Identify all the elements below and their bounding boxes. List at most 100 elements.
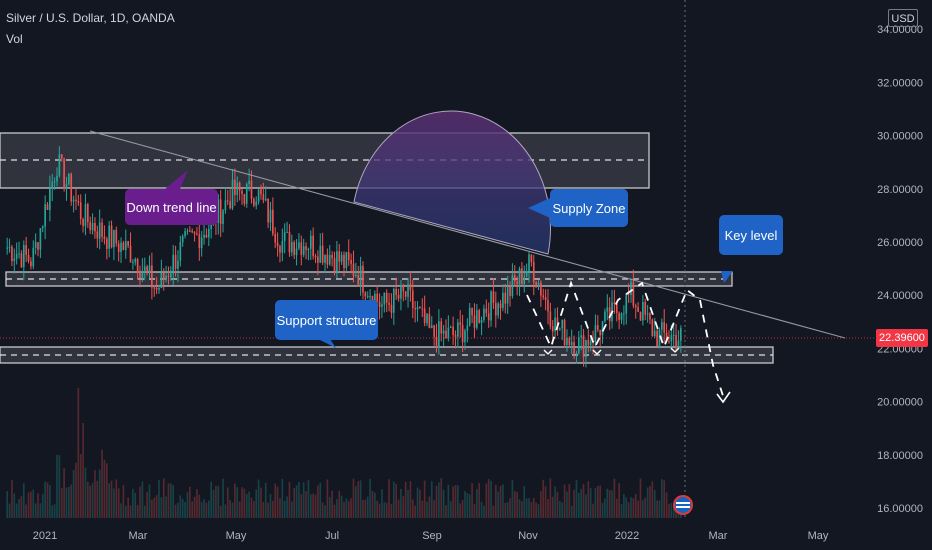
- candle-body: [390, 304, 393, 313]
- candle-body: [96, 231, 99, 239]
- time-tick-label: 2021: [33, 530, 57, 542]
- projected-arrowhead: [716, 391, 731, 404]
- time-tick-label: Jul: [325, 530, 339, 542]
- volume-bar: [559, 500, 561, 518]
- candle-body: [229, 201, 231, 209]
- volume-bar: [77, 388, 80, 518]
- volume-bar: [502, 484, 504, 518]
- volume-bar: [279, 498, 281, 518]
- volume-bar: [245, 493, 248, 518]
- candle-body: [435, 336, 438, 348]
- candle-body: [44, 204, 46, 227]
- candle-body: [98, 222, 101, 239]
- candle-body: [181, 236, 184, 243]
- volume-bar: [165, 496, 167, 518]
- candle-body: [523, 276, 526, 285]
- volume-bar: [243, 488, 246, 518]
- candle-body: [549, 311, 552, 327]
- candle-body: [222, 210, 224, 224]
- candle-body: [248, 180, 250, 184]
- candle-body: [426, 313, 428, 324]
- candle-body: [200, 237, 203, 249]
- volume-bar: [395, 483, 398, 518]
- volume-bar: [658, 500, 661, 518]
- candle-body: [343, 254, 345, 269]
- currency-button[interactable]: USD: [888, 9, 918, 27]
- supply-zone-callout[interactable]: Supply Zone: [550, 189, 628, 227]
- volume-bar: [466, 492, 469, 518]
- volume-bar: [374, 492, 376, 518]
- volume-bar: [369, 478, 371, 518]
- volume-bar: [442, 489, 445, 518]
- candle-body: [542, 295, 545, 298]
- candle-body: [537, 282, 540, 286]
- volume-bar: [540, 491, 542, 518]
- volume-bar: [65, 487, 68, 518]
- candle-body: [193, 232, 196, 234]
- volume-bar: [611, 490, 613, 518]
- candle-body: [18, 253, 20, 255]
- candle-body: [407, 284, 409, 297]
- candle-body: [286, 231, 288, 233]
- candle-body: [345, 252, 348, 269]
- time-tick-label: May: [226, 530, 247, 542]
- volume-bar: [124, 505, 127, 518]
- candle-body: [20, 253, 23, 268]
- volume-bar: [535, 502, 537, 518]
- candle-body: [231, 179, 234, 209]
- volume-bar: [222, 478, 224, 518]
- candle-body: [632, 281, 635, 306]
- candle-body: [153, 287, 156, 289]
- candle-body: [518, 268, 521, 285]
- candle-body: [613, 302, 616, 304]
- volume-indicator-label[interactable]: Vol: [6, 32, 23, 46]
- candle-body: [58, 154, 61, 176]
- candle-body: [172, 254, 175, 274]
- support-structure-callout[interactable]: Support structure: [275, 300, 378, 340]
- volume-bar: [84, 467, 87, 518]
- volume-bar: [146, 491, 148, 518]
- volume-bar: [333, 504, 336, 518]
- volume-bar: [331, 490, 333, 518]
- volume-bar: [340, 495, 343, 518]
- candle-body: [255, 201, 258, 206]
- volume-bar: [513, 490, 516, 518]
- volume-bar: [309, 494, 312, 518]
- down-trend-callout[interactable]: Down trend line: [125, 189, 218, 225]
- volume-bar: [414, 505, 416, 518]
- candle-body: [331, 255, 333, 259]
- volume-bar: [577, 492, 580, 518]
- volume-bar: [269, 493, 272, 518]
- candle-body: [668, 341, 670, 343]
- volume-bar: [18, 499, 20, 518]
- candle-body: [568, 338, 571, 346]
- volume-bar: [34, 503, 37, 518]
- candle-body: [75, 199, 77, 202]
- volume-bar: [324, 505, 326, 518]
- candle-body: [639, 311, 642, 321]
- volume-bar: [96, 480, 99, 518]
- volume-bar: [347, 501, 350, 518]
- volume-bar: [191, 501, 194, 518]
- volume-bar: [613, 478, 616, 518]
- volume-bar: [231, 502, 234, 518]
- candle-body: [279, 246, 281, 253]
- volume-bar: [404, 481, 407, 518]
- volume-bar: [115, 479, 118, 518]
- volume-bar: [179, 495, 182, 518]
- candle-body: [333, 258, 336, 272]
- candle-body: [582, 335, 585, 358]
- key-level-callout[interactable]: Key level: [719, 215, 783, 255]
- candle-body: [428, 313, 431, 329]
- candle-body: [37, 242, 39, 250]
- symbol-title[interactable]: Silver / U.S. Dollar, 1D, OANDA: [6, 11, 175, 25]
- volume-bar: [599, 485, 601, 518]
- candle-body: [155, 287, 158, 290]
- volume-bar: [468, 494, 471, 518]
- volume-bar: [350, 498, 352, 518]
- volume-bar: [592, 503, 594, 518]
- volume-bar: [388, 479, 390, 518]
- candle-body: [366, 296, 369, 298]
- volume-bar: [91, 482, 94, 518]
